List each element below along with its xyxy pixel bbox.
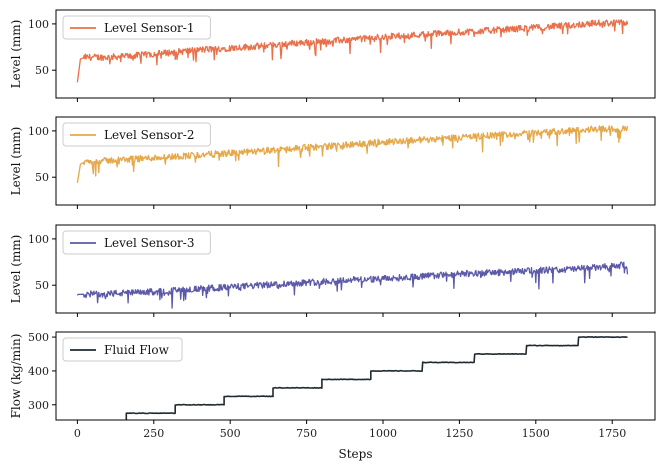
y-tick-label: 500 xyxy=(28,331,49,344)
y-axis-label: Flow (kg/min) xyxy=(9,334,23,419)
x-tick-label: 750 xyxy=(296,427,317,440)
legend-label: Level Sensor-3 xyxy=(104,236,194,250)
y-tick-label: 100 xyxy=(28,125,49,138)
series-line-level-sensor-2 xyxy=(76,125,629,183)
y-tick-label: 300 xyxy=(28,399,49,412)
y-tick-label: 50 xyxy=(35,171,49,184)
legend-box xyxy=(62,15,211,40)
x-tick-label: 250 xyxy=(143,427,164,440)
plot-frame xyxy=(55,116,656,206)
x-tick-label: 0 xyxy=(74,427,81,440)
plot-frame xyxy=(55,9,656,99)
chart-panel-2: 50 100 Level (mm) Level Sensor-2 xyxy=(9,116,656,209)
x-tick-label: 1750 xyxy=(598,427,626,440)
x-tick-label: 500 xyxy=(220,427,241,440)
legend-label: Level Sensor-2 xyxy=(104,128,194,142)
plot-frame xyxy=(55,224,656,314)
legend-label: Fluid Flow xyxy=(104,343,170,357)
legend-label: Level Sensor-1 xyxy=(104,21,194,35)
x-axis-label: Steps xyxy=(339,447,373,461)
y-tick-label: 100 xyxy=(28,233,49,246)
chart-panel-4: 0 250 500 750 1000 1250 1500 1750 300 400 500 Flow … xyxy=(9,331,656,461)
y-tick-label: 50 xyxy=(35,279,49,292)
legend: Level Sensor-1 xyxy=(62,15,211,40)
plot-frame xyxy=(55,331,656,421)
y-axis-label: Level (mm) xyxy=(9,235,23,304)
legend: Level Sensor-2 xyxy=(62,122,211,147)
y-tick-label: 400 xyxy=(28,365,49,378)
chart-panel-1: 50 100 Level (mm) Level Sensor-1 xyxy=(9,9,656,102)
series-line-fluid-flow xyxy=(125,336,628,420)
x-tick-label: 1250 xyxy=(445,427,473,440)
legend: Level Sensor-3 xyxy=(62,230,211,255)
x-tick-label: 1500 xyxy=(522,427,550,440)
series-line-level-sensor-3 xyxy=(76,261,629,309)
x-tick-label: 1000 xyxy=(369,427,397,440)
y-tick-label: 100 xyxy=(28,18,49,31)
legend-box xyxy=(62,230,211,255)
legend-box xyxy=(62,337,183,362)
chart-panel-3: 50 100 Level (mm) Level Sensor-3 xyxy=(9,224,656,317)
y-axis-label: Level (mm) xyxy=(9,127,23,196)
y-tick-label: 50 xyxy=(35,64,49,77)
series-line-level-sensor-1 xyxy=(76,19,629,83)
y-axis-label: Level (mm) xyxy=(9,20,23,89)
legend: Fluid Flow xyxy=(62,337,183,362)
legend-box xyxy=(62,122,211,147)
